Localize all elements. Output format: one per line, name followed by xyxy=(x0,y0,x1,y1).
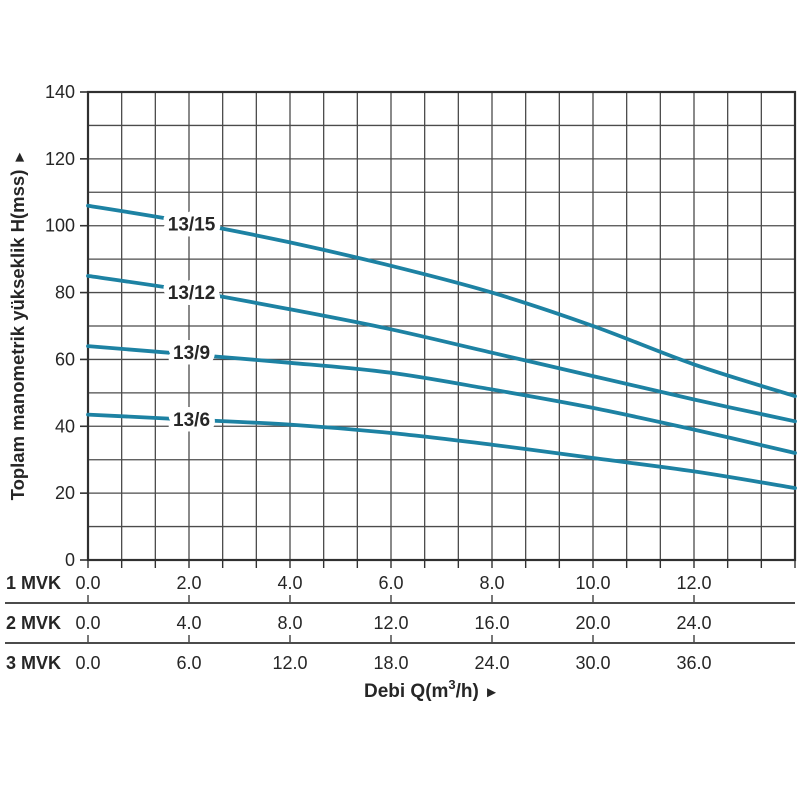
y-tick-label: 100 xyxy=(45,216,75,236)
y-tick-label: 120 xyxy=(45,149,75,169)
x-tick-label: 12.0 xyxy=(676,573,711,593)
x-tick-label: 10.0 xyxy=(575,573,610,593)
x-scale-name: 3 MVK xyxy=(6,653,61,673)
x-tick-label: 0.0 xyxy=(75,653,100,673)
x-tick-label: 12.0 xyxy=(373,613,408,633)
x-scale-name: 1 MVK xyxy=(6,573,61,593)
x-tick-label: 0.0 xyxy=(75,573,100,593)
curve-label-13-15: 13/15 xyxy=(168,215,216,236)
x-tick-label: 0.0 xyxy=(75,613,100,633)
y-tick-label: 60 xyxy=(55,349,75,369)
curve-label-13-12: 13/12 xyxy=(168,283,216,304)
x-tick-label: 36.0 xyxy=(676,653,711,673)
x-tick-label: 16.0 xyxy=(474,613,509,633)
x-tick-label: 24.0 xyxy=(474,653,509,673)
curve-13-15 xyxy=(86,203,797,399)
x-tick-label: 30.0 xyxy=(575,653,610,673)
curve-label-13-6: 13/6 xyxy=(173,410,210,431)
pump-curves xyxy=(86,203,797,490)
x-tick-label: 8.0 xyxy=(479,573,504,593)
x-scale-row-2-mvk: 2 MVK 0.0 4.0 8.0 12.0 16.0 20.0 24.0 xyxy=(5,613,795,644)
x-tick-label: 8.0 xyxy=(277,613,302,633)
curve-13-12 xyxy=(86,274,797,424)
y-axis-tick-labels: 140 120 100 80 60 40 20 0 xyxy=(45,82,88,570)
y-tick-label: 0 xyxy=(65,550,75,570)
x-tick-label: 6.0 xyxy=(378,573,403,593)
y-axis-title: Toplam manometrik yükseklik H(mss) ► xyxy=(7,150,28,501)
x-tick-label: 20.0 xyxy=(575,613,610,633)
x-tick-label: 6.0 xyxy=(176,653,201,673)
x-scale-row-3-mvk: 3 MVK 0.0 6.0 12.0 18.0 24.0 30.0 36.0 xyxy=(6,653,712,673)
y-tick-label: 80 xyxy=(55,283,75,303)
x-axis-title: Debi Q(m3/h) ► xyxy=(364,677,499,702)
curve-13-9 xyxy=(86,344,797,455)
x-tick-label: 2.0 xyxy=(176,573,201,593)
y-tick-label: 20 xyxy=(55,483,75,503)
y-tick-label: 140 xyxy=(45,82,75,102)
x-scale-name: 2 MVK xyxy=(6,613,61,633)
x-tick-label: 4.0 xyxy=(176,613,201,633)
x-tick-label: 4.0 xyxy=(277,573,302,593)
x-scale-row-1-mvk: 1 MVK 0.0 2.0 4.0 6.0 8.0 10.0 12.0 xyxy=(5,573,795,604)
grid-lines xyxy=(87,91,796,561)
curve-label-13-9: 13/9 xyxy=(173,343,210,364)
x-tick-label: 18.0 xyxy=(373,653,408,673)
curve-13-6 xyxy=(86,412,797,490)
x-tick-label: 24.0 xyxy=(676,613,711,633)
x-axis-minor-ticks xyxy=(87,560,796,568)
curve-labels: 13/15 13/12 13/9 13/6 xyxy=(162,209,221,437)
x-tick-label: 12.0 xyxy=(272,653,307,673)
y-tick-label: 40 xyxy=(55,416,75,436)
plot-border xyxy=(86,90,797,562)
